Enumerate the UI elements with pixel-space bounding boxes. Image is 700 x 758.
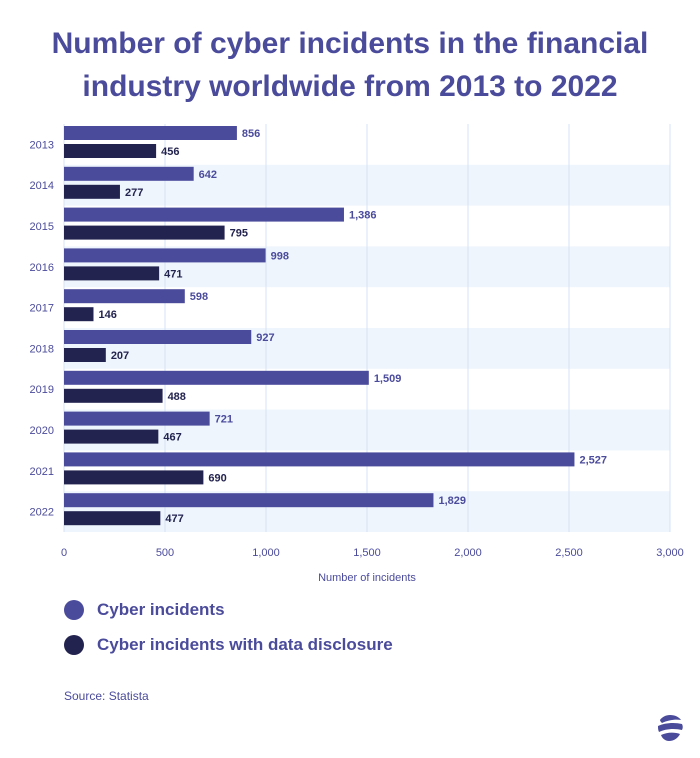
bar-cyber-incidents-2014 xyxy=(64,166,194,181)
legend-label-cyber-incidents: Cyber incidents xyxy=(97,600,225,619)
bar-cyber-incidents-2015 xyxy=(64,207,344,222)
source-note: Source: Statista xyxy=(64,689,149,703)
data-label-cyber-incidents-2019: 1,509 xyxy=(374,373,402,385)
x-tick-label-1000: 1,000 xyxy=(252,547,280,559)
y-tick-label-2018: 2018 xyxy=(30,343,54,355)
bar-cyber-incidents-2017 xyxy=(64,289,185,304)
globe-logo-icon xyxy=(658,715,683,741)
data-label-data-disclosure-2014: 277 xyxy=(125,187,143,199)
y-tick-label-2022: 2022 xyxy=(30,507,54,519)
bar-cyber-incidents-2018 xyxy=(64,330,252,344)
data-label-data-disclosure-2017: 146 xyxy=(98,309,116,321)
legend-item-data-disclosure: Cyber incidents with data disclosure xyxy=(64,635,393,655)
data-label-cyber-incidents-2017: 598 xyxy=(190,291,208,303)
data-label-data-disclosure-2022: 477 xyxy=(165,513,183,525)
data-label-cyber-incidents-2016: 998 xyxy=(271,250,289,262)
bar-cyber-incidents-2016 xyxy=(64,248,266,263)
y-tick-label-2019: 2019 xyxy=(30,384,54,396)
bar-data-disclosure-2020 xyxy=(64,429,159,444)
bar-data-disclosure-2022 xyxy=(64,511,161,526)
x-axis-labels: 0 500 1,000 1,500 2,000 2,500 3,000 xyxy=(61,547,684,559)
legend-item-cyber-incidents: Cyber incidents xyxy=(64,600,225,620)
data-label-cyber-incidents-2015: 1,386 xyxy=(349,210,377,222)
data-label-cyber-incidents-2018: 927 xyxy=(256,332,274,344)
x-tick-label-2500: 2,500 xyxy=(555,547,583,559)
y-tick-label-2021: 2021 xyxy=(30,466,54,478)
bar-data-disclosure-2017 xyxy=(64,307,94,322)
bar-cyber-incidents-2022 xyxy=(64,493,434,508)
data-label-data-disclosure-2016: 471 xyxy=(164,268,182,280)
y-tick-label-2015: 2015 xyxy=(30,221,54,233)
x-axis-title: Number of incidents xyxy=(318,572,416,584)
bar-data-disclosure-2018 xyxy=(64,348,106,362)
bar-data-disclosure-2015 xyxy=(64,225,225,240)
y-tick-label-2016: 2016 xyxy=(30,262,54,274)
chart-title: Number of cyber incidents in the financi… xyxy=(51,27,649,103)
data-label-cyber-incidents-2021: 2,527 xyxy=(579,454,607,466)
y-tick-label-2017: 2017 xyxy=(30,303,54,315)
bar-cyber-incidents-2013 xyxy=(64,126,237,140)
y-tick-label-2020: 2020 xyxy=(30,425,54,437)
x-tick-label-3000: 3,000 xyxy=(656,547,684,559)
data-label-data-disclosure-2015: 795 xyxy=(230,228,248,240)
bar-data-disclosure-2019 xyxy=(64,388,163,403)
x-tick-label-1500: 1,500 xyxy=(353,547,381,559)
bar-cyber-incidents-2020 xyxy=(64,411,210,426)
bar-cyber-incidents-2021 xyxy=(64,452,575,467)
data-label-data-disclosure-2013: 456 xyxy=(161,146,179,158)
bar-cyber-incidents-2019 xyxy=(64,370,369,385)
data-label-cyber-incidents-2014: 642 xyxy=(199,169,217,181)
data-label-data-disclosure-2019: 488 xyxy=(168,391,186,403)
legend-swatch-cyber-incidents xyxy=(64,600,84,620)
data-label-data-disclosure-2021: 690 xyxy=(208,472,226,484)
x-tick-label-2000: 2,000 xyxy=(454,547,482,559)
bars: 856 456 642 277 1,386 795 998 471 598 146 927 207 1,… xyxy=(64,126,607,526)
legend-swatch-data-disclosure xyxy=(64,635,84,655)
x-tick-label-500: 500 xyxy=(156,547,174,559)
y-tick-label-2014: 2014 xyxy=(30,180,54,192)
bar-chart: 856 456 642 277 1,386 795 998 471 598 146 927 207 1,… xyxy=(30,124,684,584)
legend-label-data-disclosure: Cyber incidents with data disclosure xyxy=(97,635,393,654)
y-axis-labels: 2013 2014 2015 2016 2017 2018 2019 2020 2021 2022 xyxy=(30,139,54,518)
data-label-data-disclosure-2020: 467 xyxy=(163,432,181,444)
x-tick-label-0: 0 xyxy=(61,547,67,559)
data-label-cyber-incidents-2013: 856 xyxy=(242,128,260,140)
bar-data-disclosure-2016 xyxy=(64,266,160,281)
bar-data-disclosure-2021 xyxy=(64,470,204,485)
bar-data-disclosure-2013 xyxy=(64,144,157,158)
data-label-cyber-incidents-2020: 721 xyxy=(215,414,233,426)
data-label-cyber-incidents-2022: 1,829 xyxy=(438,495,466,507)
data-label-data-disclosure-2018: 207 xyxy=(111,350,129,362)
bar-data-disclosure-2014 xyxy=(64,184,120,199)
y-tick-label-2013: 2013 xyxy=(30,139,54,151)
